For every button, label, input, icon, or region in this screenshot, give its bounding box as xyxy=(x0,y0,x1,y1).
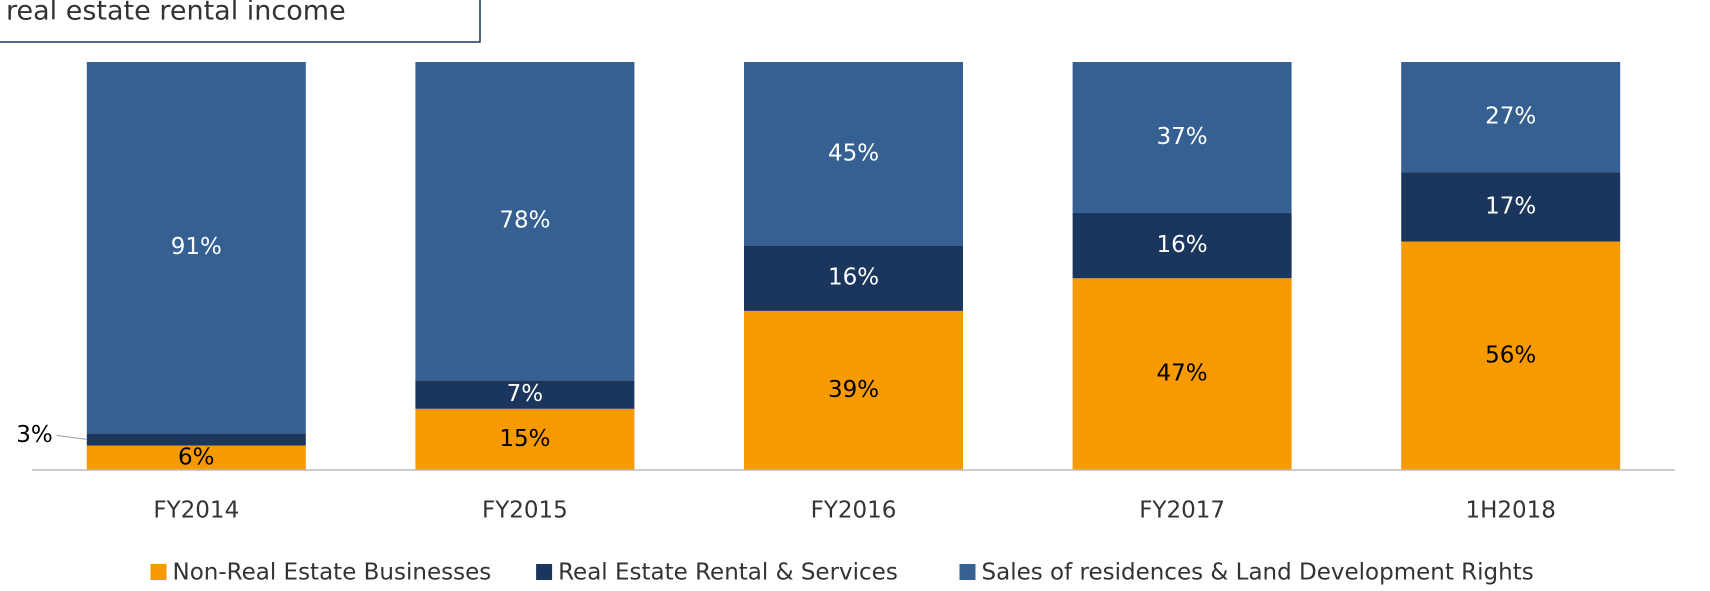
title-box xyxy=(0,0,481,43)
bar-segment xyxy=(1072,212,1292,279)
data-label: 17% xyxy=(1485,193,1536,219)
data-label: 37% xyxy=(1157,124,1208,150)
bar-segment xyxy=(415,408,635,470)
data-label: 3% xyxy=(16,422,53,448)
legend-label: Sales of residences & Land Development R… xyxy=(982,560,1534,586)
data-label: 6% xyxy=(178,444,215,470)
data-label: 47% xyxy=(1157,361,1208,387)
x-tick-label: FY2015 xyxy=(482,498,568,524)
data-label: 7% xyxy=(507,381,544,407)
legend-swatch xyxy=(959,564,976,580)
bar-segment xyxy=(415,62,635,381)
bar-segment xyxy=(1401,172,1621,242)
data-label: 91% xyxy=(171,234,222,260)
bar-segment xyxy=(1401,241,1621,470)
data-label: 16% xyxy=(828,265,879,291)
bar-segment xyxy=(86,62,306,434)
legend-label: Non-Real Estate Businesses xyxy=(173,560,492,586)
bar-segment xyxy=(86,445,306,470)
data-label: 39% xyxy=(828,377,879,403)
data-label: 16% xyxy=(1157,232,1208,258)
chart-title: real estate rental income xyxy=(6,0,346,27)
data-label: 15% xyxy=(499,426,550,452)
bar-segment xyxy=(744,245,963,311)
data-label: 45% xyxy=(828,140,879,166)
leader-line xyxy=(56,434,87,440)
data-label: 56% xyxy=(1485,342,1536,368)
data-label: 27% xyxy=(1485,104,1536,130)
bar-segment xyxy=(86,433,306,446)
data-label: 78% xyxy=(499,208,550,234)
bar-segment xyxy=(744,310,963,470)
legend-swatch xyxy=(150,564,167,580)
x-tick-label: FY2014 xyxy=(153,498,239,524)
bar-segment xyxy=(1072,62,1292,213)
bar-segment xyxy=(1072,278,1292,470)
legend-swatch xyxy=(536,564,553,580)
x-tick-label: FY2016 xyxy=(811,498,897,524)
x-tick-label: FY2017 xyxy=(1139,498,1225,524)
bar-segment xyxy=(1401,62,1621,173)
x-tick-label: 1H2018 xyxy=(1465,498,1555,524)
legend-label: Real Estate Rental & Services xyxy=(558,560,898,586)
bar-segment xyxy=(415,380,635,409)
bar-segment xyxy=(744,62,963,246)
